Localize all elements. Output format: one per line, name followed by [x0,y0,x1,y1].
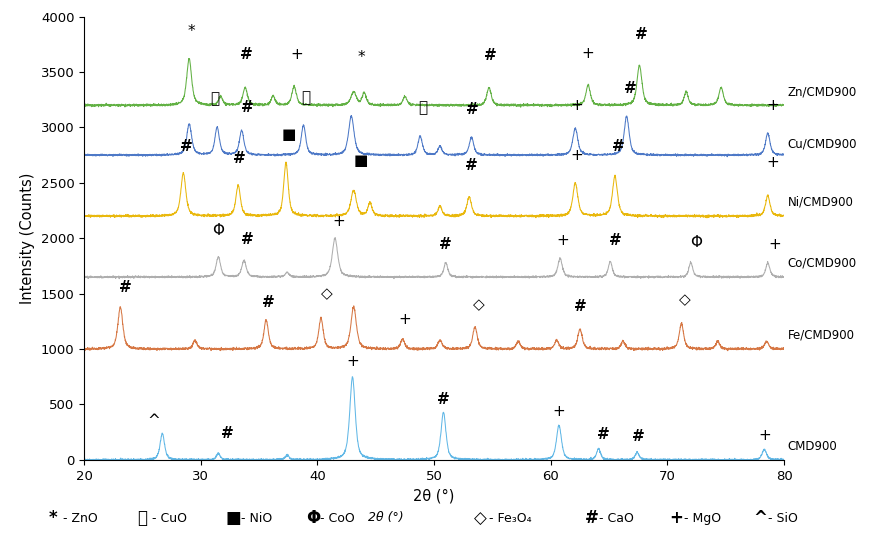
Text: Fe/CMD900: Fe/CMD900 [788,328,855,341]
Text: #: # [635,27,649,42]
Text: ■: ■ [354,153,368,168]
Text: #: # [222,426,234,441]
Text: +: + [556,233,569,248]
Text: +: + [346,354,359,369]
Text: #: # [241,100,254,115]
Text: +: + [582,46,595,61]
Text: Zn/CMD900: Zn/CMD900 [788,85,857,99]
Text: #: # [437,392,450,407]
Text: +: + [570,148,583,163]
Text: Φ: Φ [306,510,320,527]
Text: *: * [358,50,366,65]
Text: - CoO: - CoO [316,512,355,525]
Text: - CuO: - CuO [148,512,187,525]
Text: +: + [290,47,303,62]
Text: +: + [766,98,779,113]
Text: Co/CMD900: Co/CMD900 [788,256,857,269]
Text: Ni/CMD900: Ni/CMD900 [788,195,853,208]
Text: ^: ^ [148,413,160,428]
Text: #: # [612,139,625,154]
Text: ◇: ◇ [679,292,691,307]
Text: Φ: Φ [213,223,224,238]
Text: - MgO: - MgO [680,512,720,525]
Text: CMD900: CMD900 [788,440,837,453]
Text: #: # [233,151,245,166]
Text: ◇: ◇ [474,510,486,527]
Text: #: # [181,139,193,154]
Text: +: + [768,237,781,252]
Text: *: * [188,24,195,39]
Text: #: # [439,237,452,252]
Text: #: # [573,299,587,314]
Text: ◇: ◇ [321,286,332,301]
Text: #: # [597,427,610,442]
Text: #: # [119,280,131,295]
Text: - CaO: - CaO [595,512,634,525]
Text: #: # [484,48,496,63]
Text: ■: ■ [226,510,242,527]
Text: - NiO: - NiO [237,512,272,525]
Text: #: # [262,295,275,310]
Text: Φ: Φ [690,235,703,250]
Y-axis label: Intensity (Counts): Intensity (Counts) [20,172,35,304]
Text: 2θ (°): 2θ (°) [368,511,403,524]
Text: - SiO: - SiO [764,512,797,525]
Text: #: # [466,102,479,117]
Text: #: # [240,47,253,62]
Text: #: # [632,429,645,444]
Text: Cu/CMD900: Cu/CMD900 [788,137,857,151]
Text: #: # [241,232,254,247]
Text: ^: ^ [753,510,767,527]
Text: +: + [766,155,779,170]
Text: +: + [399,312,411,327]
Text: +: + [758,428,771,443]
Text: ■: ■ [281,127,296,142]
Text: ⨉: ⨉ [137,510,147,527]
Text: #: # [465,158,478,173]
X-axis label: 2θ (°): 2θ (°) [414,488,455,503]
Text: +: + [553,404,565,419]
Text: - ZnO: - ZnO [59,512,98,525]
Text: #: # [624,81,636,96]
Text: +: + [332,214,345,229]
Text: - Fe₃O₄: - Fe₃O₄ [485,512,532,525]
Text: +: + [669,510,683,527]
Text: *: * [49,510,58,527]
Text: #: # [585,510,599,527]
Text: ⨉: ⨉ [210,91,220,106]
Text: ⨉: ⨉ [418,100,427,115]
Text: ⨉: ⨉ [301,90,310,105]
Text: ◇: ◇ [472,297,485,312]
Text: #: # [609,233,621,248]
Text: +: + [570,98,583,113]
